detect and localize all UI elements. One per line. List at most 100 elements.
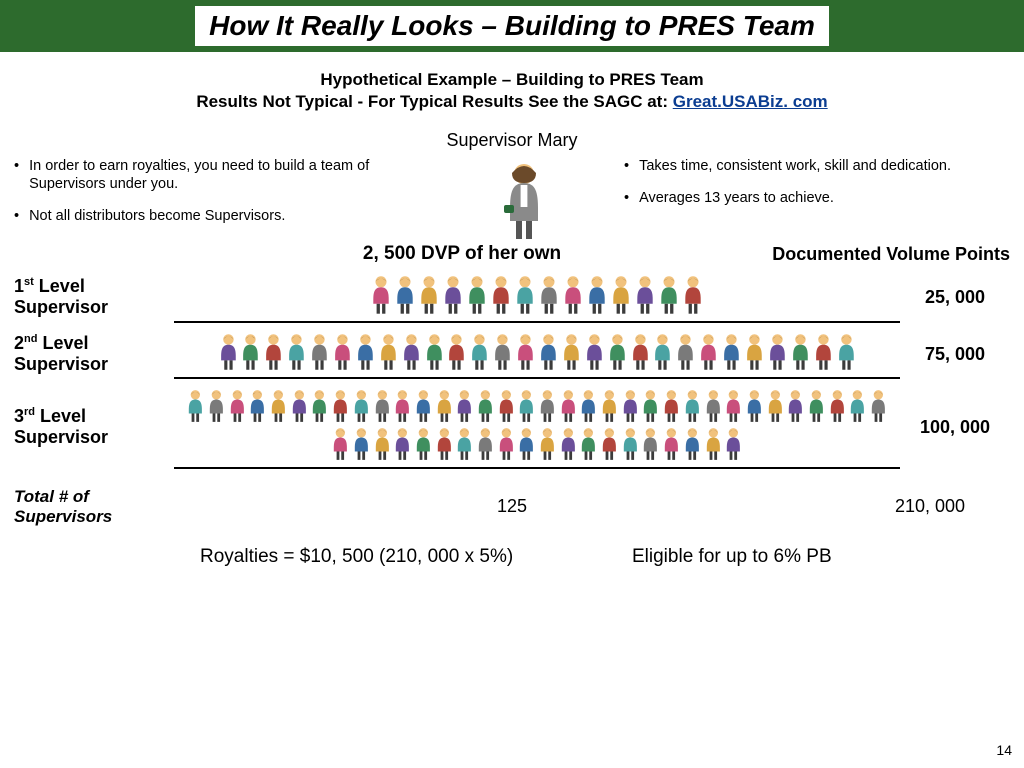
volume-points: 75, 000 (900, 344, 1010, 365)
person-icon (600, 427, 619, 461)
bullet-item: Not all distributors become Supervisors. (14, 207, 424, 225)
person-icon (662, 389, 681, 423)
person-icon (767, 333, 788, 371)
person-icon (490, 275, 512, 315)
person-icon (331, 427, 350, 461)
person-icon (579, 427, 598, 461)
royalties-text: Royalties = $10, 500 (210, 000 x 5%) (200, 546, 592, 568)
level-label: 2nd LevelSupervisor (14, 333, 174, 374)
person-icon (538, 389, 557, 423)
person-icon (476, 427, 495, 461)
person-icon (218, 333, 239, 371)
person-icon (517, 427, 536, 461)
person-icon (378, 333, 399, 371)
person-icon (352, 389, 371, 423)
person-icon (499, 161, 549, 241)
person-icon (561, 333, 582, 371)
person-icon (682, 275, 704, 315)
person-icon (675, 333, 696, 371)
person-icon (836, 333, 857, 371)
title-banner: How It Really Looks – Building to PRES T… (0, 0, 1024, 52)
people-strip (174, 271, 900, 323)
person-icon (721, 333, 742, 371)
total-count: 125 (174, 496, 850, 517)
person-icon (579, 389, 598, 423)
person-icon (586, 275, 608, 315)
level-label: 3rd LevelSupervisor (14, 406, 174, 447)
person-icon (641, 427, 660, 461)
dvp-own-text: 2, 500 DVP of her own (174, 243, 750, 265)
person-icon (600, 389, 619, 423)
person-icon (455, 427, 474, 461)
person-icon (514, 275, 536, 315)
person-icon (393, 427, 412, 461)
person-icon (373, 427, 392, 461)
subtitle-block: Hypothetical Example – Building to PRES … (0, 70, 1024, 112)
person-icon (538, 333, 559, 371)
total-row: Total # of Supervisors 125 210, 000 (0, 487, 1024, 526)
person-icon (414, 427, 433, 461)
person-icon (630, 333, 651, 371)
bullet-item: In order to earn royalties, you need to … (14, 157, 424, 193)
volume-points: 25, 000 (900, 287, 1010, 308)
person-icon (559, 389, 578, 423)
person-icon (848, 389, 867, 423)
sagc-link[interactable]: Great.USABiz. com (673, 92, 828, 111)
person-icon (828, 389, 847, 423)
eligible-text: Eligible for up to 6% PB (592, 546, 984, 568)
people-strip (174, 385, 900, 469)
person-icon (745, 389, 764, 423)
person-icon (634, 275, 656, 315)
bullet-item: Takes time, consistent work, skill and d… (624, 157, 1024, 175)
person-icon (704, 389, 723, 423)
person-icon (435, 389, 454, 423)
person-icon (517, 389, 536, 423)
person-icon (469, 333, 490, 371)
person-icon (744, 333, 765, 371)
person-icon (370, 275, 392, 315)
person-icon (766, 389, 785, 423)
level-label: 1st LevelSupervisor (14, 276, 174, 317)
bullet-item: Averages 13 years to achieve. (624, 189, 1024, 207)
person-icon (401, 333, 422, 371)
subtitle-line1: Hypothetical Example – Building to PRES … (0, 70, 1024, 90)
subtitle-line2: Results Not Typical - For Typical Result… (0, 92, 1024, 112)
person-icon (332, 333, 353, 371)
person-icon (790, 333, 811, 371)
person-icon (424, 333, 445, 371)
level-row: 2nd LevelSupervisor (0, 329, 1024, 379)
total-volume: 210, 000 (850, 496, 1010, 517)
person-icon (269, 389, 288, 423)
person-icon (724, 389, 743, 423)
person-icon (492, 333, 513, 371)
person-icon (466, 275, 488, 315)
volume-points: 100, 000 (900, 417, 1010, 438)
person-icon (240, 333, 261, 371)
person-icon (641, 389, 660, 423)
person-icon (621, 427, 640, 461)
person-icon (562, 275, 584, 315)
person-icon (418, 275, 440, 315)
person-icon (309, 333, 330, 371)
person-icon (869, 389, 888, 423)
people-strip (174, 329, 900, 379)
bullets-left: In order to earn royalties, you need to … (14, 157, 424, 239)
page-title: How It Really Looks – Building to PRES T… (195, 6, 829, 46)
level-row: 1st LevelSupervisor (0, 271, 1024, 323)
person-icon (724, 427, 743, 461)
person-icon (559, 427, 578, 461)
person-icon (393, 389, 412, 423)
person-icon (414, 389, 433, 423)
mary-figure (424, 157, 624, 241)
person-icon (807, 389, 826, 423)
person-icon (435, 427, 454, 461)
dvp-row: 2, 500 DVP of her own Documented Volume … (0, 243, 1024, 265)
supervisor-name: Supervisor Mary (0, 130, 1024, 151)
bullets-right: Takes time, consistent work, skill and d… (624, 157, 1024, 221)
person-icon (786, 389, 805, 423)
person-icon (373, 389, 392, 423)
person-icon (263, 333, 284, 371)
level-row: 3rd LevelSupervisor (0, 385, 1024, 469)
person-icon (704, 427, 723, 461)
person-icon (698, 333, 719, 371)
